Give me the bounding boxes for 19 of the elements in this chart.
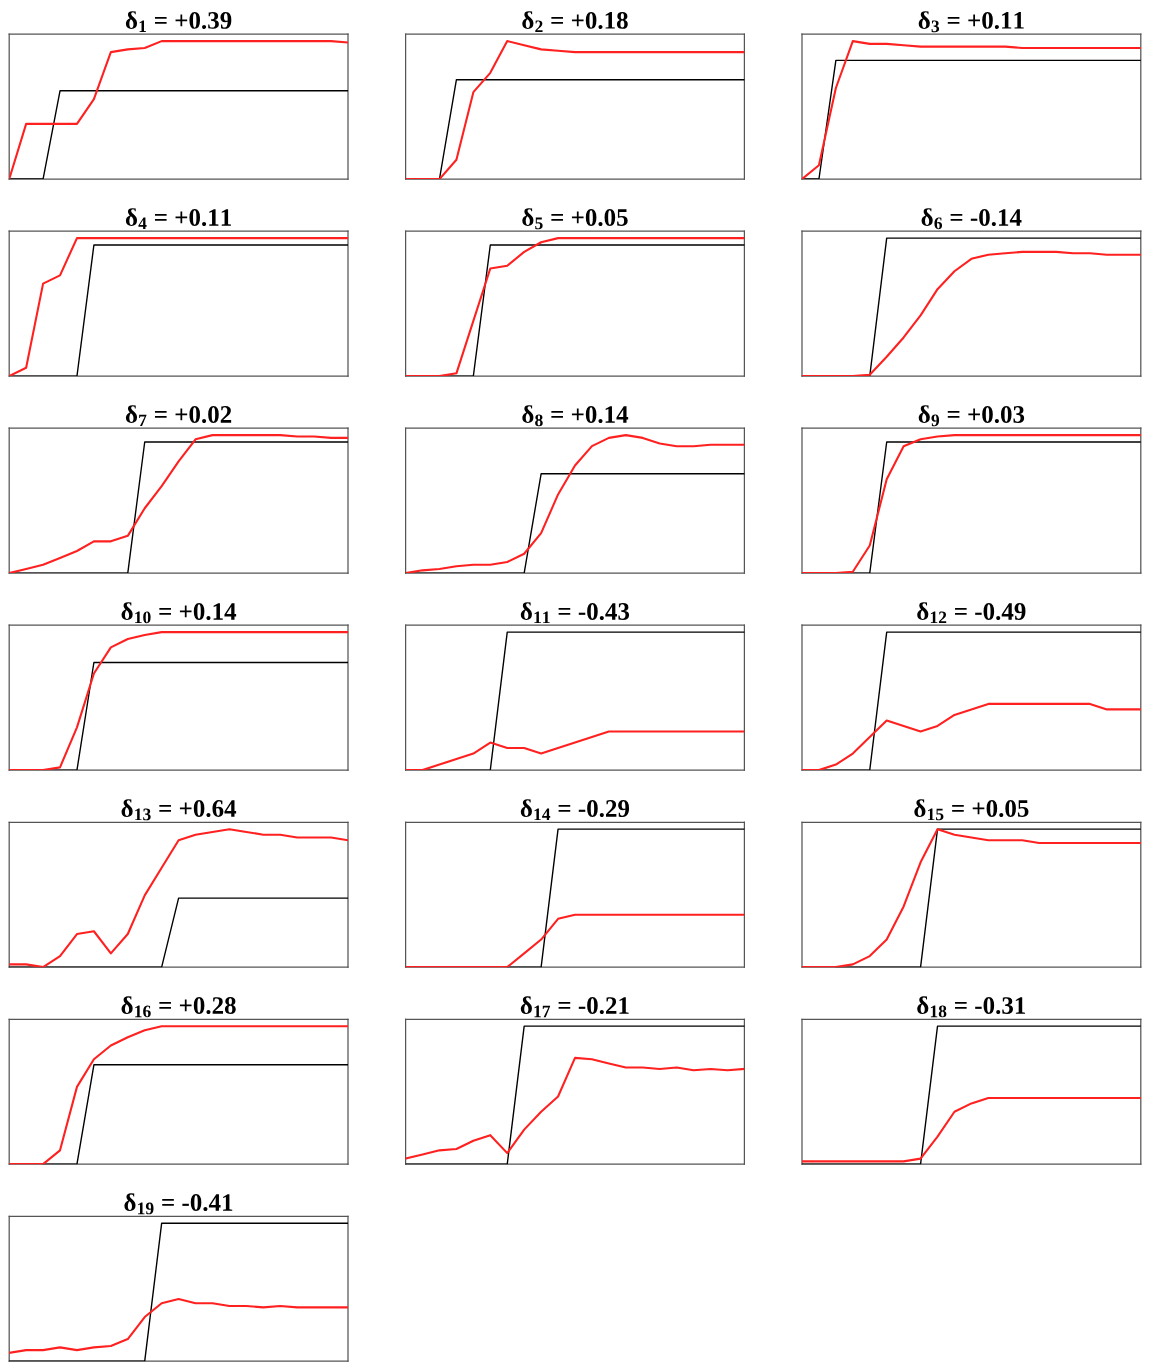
chart-title: δ$_{8}$ = +0.14 — [522, 405, 629, 427]
chart-title: δ$_{17}$ = -0.21 — [520, 996, 629, 1018]
chart-title: δ$_{11}$ = -0.43 — [520, 602, 630, 624]
chart-title: δ$_{10}$ = +0.14 — [121, 602, 237, 624]
chart-title: δ$_{5}$ = +0.05 — [522, 208, 628, 230]
chart-title: δ$_{4}$ = +0.11 — [125, 208, 231, 230]
chart-title: δ$_{9}$ = +0.03 — [918, 405, 1025, 427]
chart-title: δ$_{6}$ = -0.14 — [921, 208, 1022, 230]
chart-title: δ$_{16}$ = +0.28 — [121, 996, 236, 1018]
chart-title: δ$_{13}$ = +0.64 — [121, 799, 237, 821]
chart-title: δ$_{1}$ = +0.39 — [125, 11, 232, 33]
chart-title: δ$_{7}$ = +0.02 — [125, 405, 232, 427]
chart-title: δ$_{14}$ = -0.29 — [520, 799, 630, 821]
chart-title: δ$_{19}$ = -0.41 — [124, 1193, 233, 1215]
chart-title: δ$_{12}$ = -0.49 — [917, 602, 1026, 624]
chart-title: δ$_{3}$ = +0.11 — [918, 11, 1024, 33]
chart-title: δ$_{2}$ = +0.18 — [522, 11, 628, 33]
chart-title: δ$_{18}$ = -0.31 — [917, 996, 1026, 1018]
chart-title: δ$_{15}$ = +0.05 — [914, 799, 1029, 821]
